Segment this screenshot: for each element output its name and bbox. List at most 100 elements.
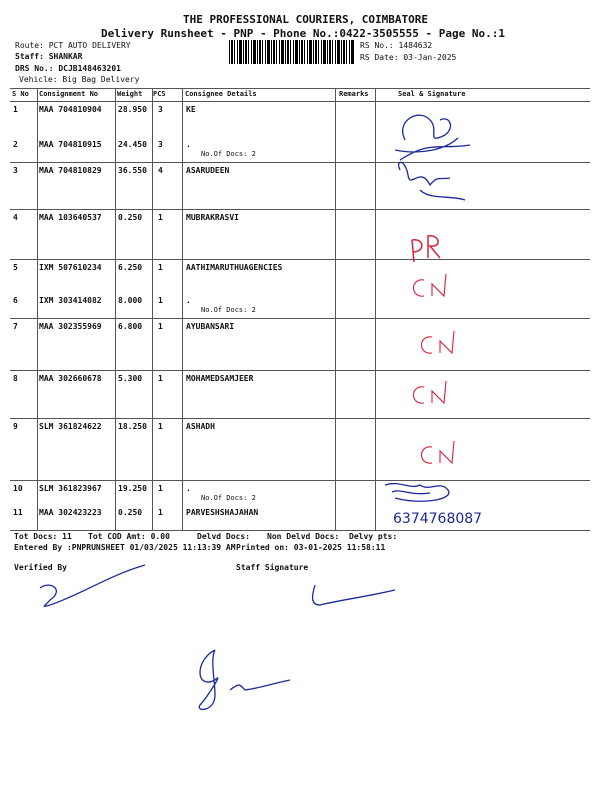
row-consignee: MOHAMEDSAMJEER xyxy=(186,374,254,383)
extra-signature xyxy=(198,649,291,711)
row-consignment-no: IXM 303414082 xyxy=(39,296,102,305)
row-docs-count: No.Of Docs: 2 xyxy=(201,494,256,502)
row-pcs: 1 xyxy=(158,508,163,517)
row-pcs: 1 xyxy=(158,213,163,222)
row-weight: 19.250 xyxy=(118,484,147,493)
row-consignee: ASARUDEEN xyxy=(186,166,230,175)
row-consignment-no: MAA 103640537 xyxy=(39,213,102,222)
row-consignment-no: MAA 704810904 xyxy=(39,105,102,114)
row-consignment-no: SLM 361824622 xyxy=(39,422,102,431)
delvy-pts: Delvy pts: xyxy=(349,532,398,541)
cn-mark xyxy=(412,380,447,405)
row-weight: 0.250 xyxy=(118,508,143,517)
row-weight: 0.250 xyxy=(118,213,143,222)
row-sno: 8 xyxy=(13,374,18,383)
row-docs-count: No.Of Docs: 2 xyxy=(201,150,256,158)
row-weight: 36.550 xyxy=(118,166,147,175)
cn-mark xyxy=(420,330,455,355)
tot-docs: Tot Docs: 11 xyxy=(14,532,72,541)
row-divider xyxy=(10,209,590,210)
staff: Staff: SHANKAR xyxy=(15,52,83,61)
row-divider xyxy=(10,480,590,481)
route: Route: PCT AUTO DELIVERY xyxy=(15,41,131,50)
row-divider xyxy=(10,259,590,260)
row-docs-count: No.Of Docs: 2 xyxy=(201,306,256,314)
staff-signature-label: Staff Signature xyxy=(236,563,309,572)
row-weight: 5.300 xyxy=(118,374,143,383)
row-weight: 18.250 xyxy=(118,422,147,431)
row-sno: 4 xyxy=(13,213,18,222)
row-consignee: . xyxy=(186,484,191,493)
staff-signature xyxy=(311,584,396,606)
printed-on: Printed on: 03-01-2025 11:58:11 xyxy=(236,543,386,552)
row-divider xyxy=(10,162,590,163)
row-pcs: 3 xyxy=(158,140,163,149)
rs-number: RS No.: 1484632 xyxy=(360,41,433,50)
row-consignee: KE xyxy=(186,105,196,114)
row-consignee: . xyxy=(186,140,191,149)
row-consignment-no: MAA 704810829 xyxy=(39,166,102,175)
verified-signature xyxy=(39,564,146,607)
row-consignment-no: MAA 704810915 xyxy=(39,140,102,149)
row-weight: 24.450 xyxy=(118,140,147,149)
handwritten-phone: 6374768087 xyxy=(393,511,482,527)
row-sno: 2 xyxy=(13,140,18,149)
pr-mark-row4 xyxy=(411,235,441,263)
row-divider xyxy=(10,318,590,319)
row-consignee: PARVESHSHAJAHAN xyxy=(186,508,259,517)
column-divider xyxy=(37,88,38,530)
row-sno: 3 xyxy=(13,166,18,175)
row-consignment-no: MAA 302660678 xyxy=(39,374,102,383)
row-weight: 28.950 xyxy=(118,105,147,114)
runsheet-title: Delivery Runsheet - PNP - Phone No.:0422… xyxy=(101,27,505,40)
row-sno: 6 xyxy=(13,296,18,305)
row-weight: 6.800 xyxy=(118,322,143,331)
column-divider xyxy=(335,88,336,530)
row-pcs: 1 xyxy=(158,322,163,331)
signature-row11 xyxy=(384,482,450,502)
vehicle: Vehicle: Big Bag Delivery xyxy=(19,75,140,84)
row-divider xyxy=(10,101,590,102)
column-header: PCS xyxy=(153,90,166,98)
table-top-border xyxy=(10,88,590,89)
delvd-docs: Delvd Docs: xyxy=(197,532,250,541)
row-weight: 8.000 xyxy=(118,296,143,305)
non-delvd-docs: Non Delvd Docs: xyxy=(267,532,340,541)
column-header: S No xyxy=(12,90,29,98)
company-name: THE PROFESSIONAL COURIERS, COIMBATORE xyxy=(183,13,429,26)
column-header: Consignee Details xyxy=(185,90,257,98)
row-consignment-no: MAA 302355969 xyxy=(39,322,102,331)
column-header: Weight xyxy=(117,90,143,98)
cn-mark xyxy=(420,440,455,465)
table-bottom-border xyxy=(10,530,590,531)
rs-date: RS Date: 03-Jan-2025 xyxy=(360,53,457,62)
row-sno: 1 xyxy=(13,105,18,114)
row-consignee: ASHADH xyxy=(186,422,215,431)
row-sno: 11 xyxy=(13,508,23,517)
row-weight: 6.250 xyxy=(118,263,143,272)
row-consignee: AATHIMARUTHUAGENCIES xyxy=(186,263,283,272)
column-header: Seal & Signature xyxy=(398,90,466,98)
entered-by: Entered By :PNPRUNSHEET 01/03/2025 11:13… xyxy=(14,543,236,552)
column-divider xyxy=(152,88,153,530)
row-pcs: 1 xyxy=(158,263,163,272)
column-header: Consignment No xyxy=(39,90,99,98)
row-pcs: 1 xyxy=(158,296,163,305)
row-consignment-no: MAA 302423223 xyxy=(39,508,102,517)
row-sno: 10 xyxy=(13,484,23,493)
signature-row1 xyxy=(394,114,471,161)
barcode xyxy=(229,40,354,64)
row-consignee: AYUBANSARI xyxy=(186,322,235,331)
row-pcs: 3 xyxy=(158,105,163,114)
signature-row3 xyxy=(398,161,466,201)
column-header: Remarks xyxy=(339,90,369,98)
drs-number: DRS No.: DCJB148463201 xyxy=(15,64,121,73)
row-pcs: 1 xyxy=(158,374,163,383)
row-sno: 5 xyxy=(13,263,18,272)
row-sno: 9 xyxy=(13,422,18,431)
row-pcs: 1 xyxy=(158,422,163,431)
row-consignment-no: SLM 361823967 xyxy=(39,484,102,493)
row-sno: 7 xyxy=(13,322,18,331)
